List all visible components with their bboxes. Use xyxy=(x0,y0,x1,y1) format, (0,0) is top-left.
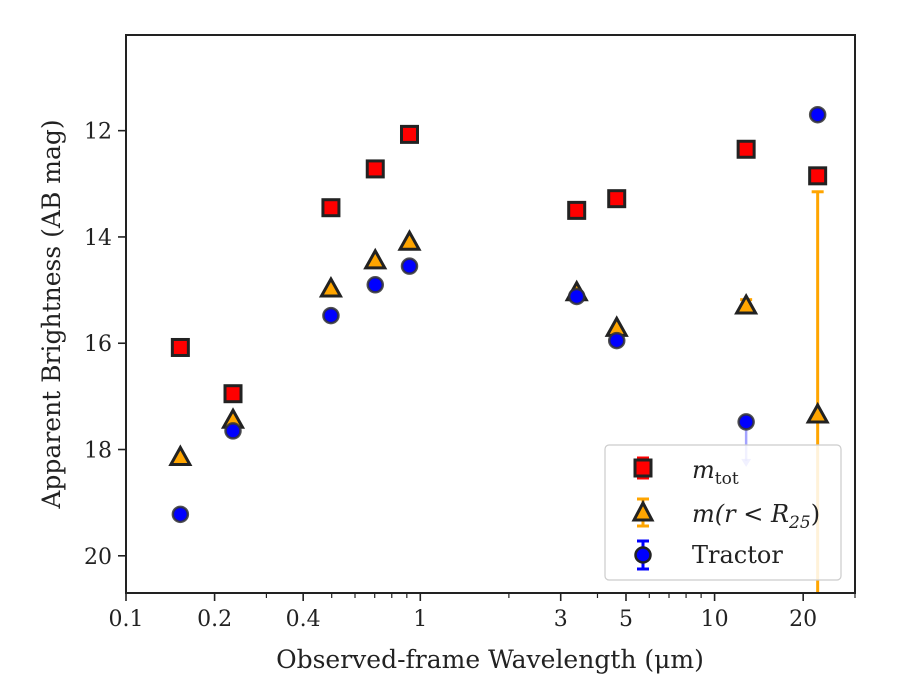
data-marks xyxy=(168,105,830,593)
point-m-tot xyxy=(399,124,419,144)
point-m-r25 xyxy=(734,292,759,315)
y-tick-label: 12 xyxy=(84,120,112,145)
axis-ticks: 0.1 0.2 0.4 1 3 5 10 20 12 14 16 18 20 xyxy=(84,120,856,632)
plot-frame xyxy=(125,34,856,594)
point-m-tot xyxy=(607,189,627,209)
x-tick-label: 3 xyxy=(554,607,568,632)
x-tick-label: 20 xyxy=(789,607,817,632)
point-tractor xyxy=(322,306,340,325)
point-tractor xyxy=(808,105,827,124)
y-tick-label: 18 xyxy=(84,439,112,464)
x-tick-label: 5 xyxy=(619,607,633,632)
point-m-tot xyxy=(170,337,190,357)
point-tractor xyxy=(607,331,626,350)
point-m-r25 xyxy=(397,229,422,251)
point-m-tot xyxy=(321,198,341,218)
x-tick-label: 0.4 xyxy=(286,607,321,632)
point-m-tot xyxy=(736,139,756,159)
legend-box xyxy=(604,444,842,581)
point-m-r25 xyxy=(168,444,193,466)
legend-marker-tractor xyxy=(634,539,652,571)
point-tractor xyxy=(171,505,190,524)
x-tick-label: 0.2 xyxy=(197,607,232,632)
x-tick-label: 1 xyxy=(413,607,427,632)
point-m-r25 xyxy=(805,401,830,424)
legend-label-m-tot: mtot xyxy=(692,456,739,489)
point-m-r25 xyxy=(318,275,343,298)
point-tractor xyxy=(224,422,242,440)
point-m-tot xyxy=(223,384,243,404)
y-axis-title: Apparent Brightness (AB mag) xyxy=(37,119,66,509)
legend-label-tractor: Tractor xyxy=(692,541,783,569)
legend: mtot m(r < R25) Tractor xyxy=(604,444,842,581)
x-tick-label: 10 xyxy=(701,607,729,632)
point-m-tot xyxy=(365,159,385,179)
x-tick-label: 0.1 xyxy=(109,607,144,632)
x-axis-title: Observed-frame Wavelength (μm) xyxy=(276,645,704,674)
legend-marker-m-r25 xyxy=(631,497,655,528)
legend-marker-m-tot xyxy=(633,456,653,480)
y-tick-label: 14 xyxy=(84,226,112,251)
point-m-tot xyxy=(808,166,828,186)
y-tick-label: 16 xyxy=(84,332,112,357)
point-tractor xyxy=(400,257,419,275)
point-m-r25 xyxy=(363,247,388,270)
point-m-tot xyxy=(567,200,587,220)
point-tractor xyxy=(366,276,385,294)
legend-label-m-r25: m(r < R25) xyxy=(692,500,820,533)
point-tractor xyxy=(567,287,586,306)
point-tractor xyxy=(737,413,755,431)
y-tick-label: 20 xyxy=(84,545,112,570)
